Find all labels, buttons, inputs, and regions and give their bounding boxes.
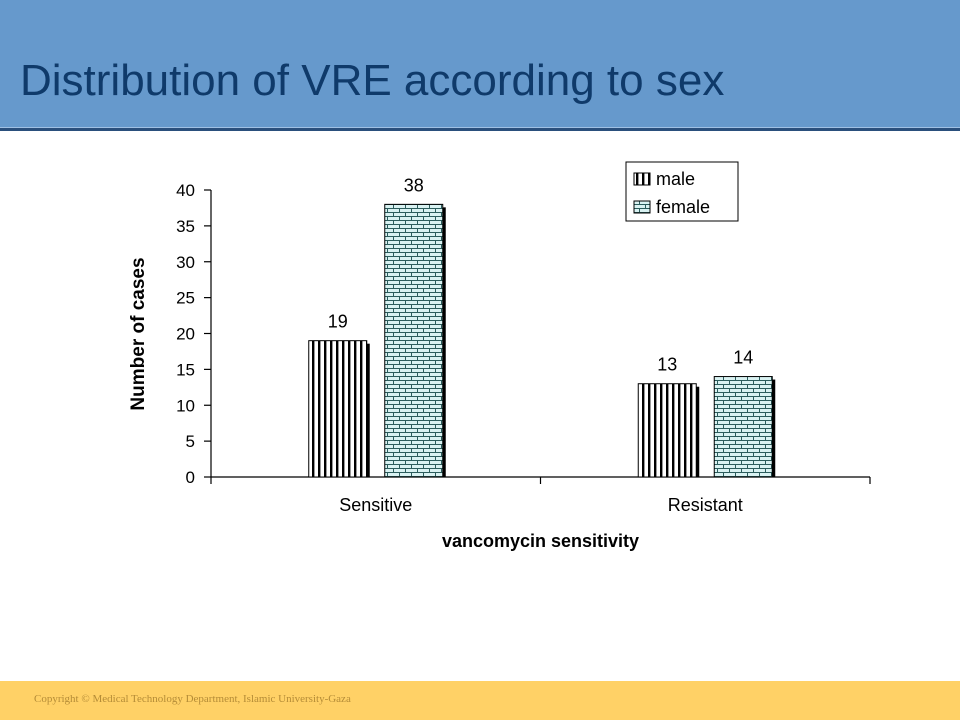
x-tick-label: Sensitive bbox=[339, 495, 412, 515]
copyright-text: Copyright © Medical Technology Departmen… bbox=[34, 693, 351, 705]
y-tick-label: 20 bbox=[176, 325, 195, 344]
header-divider bbox=[0, 127, 960, 128]
x-axis-title: vancomycin sensitivity bbox=[442, 531, 639, 551]
data-label: 14 bbox=[733, 348, 753, 368]
y-axis-title: Number of cases bbox=[128, 257, 149, 410]
slide-footer: Copyright © Medical Technology Departmen… bbox=[0, 681, 960, 720]
bar-female-resistant bbox=[713, 376, 773, 478]
data-label: 19 bbox=[328, 312, 348, 332]
slide-title: Distribution of VRE according to sex bbox=[20, 56, 725, 105]
y-tick-label: 5 bbox=[186, 432, 195, 451]
data-label: 38 bbox=[404, 175, 424, 195]
legend-label: male bbox=[656, 169, 695, 189]
slide-header: Distribution of VRE according to sex bbox=[0, 0, 960, 131]
legend-swatch-female bbox=[633, 200, 651, 214]
y-tick-label: 30 bbox=[176, 253, 195, 272]
y-tick-label: 15 bbox=[176, 360, 195, 379]
bar-female-sensitive bbox=[384, 203, 444, 478]
bar-male-resistant bbox=[637, 383, 697, 478]
y-tick-label: 10 bbox=[176, 396, 195, 415]
legend-swatch-male bbox=[633, 172, 651, 186]
x-tick-label: Resistant bbox=[668, 495, 743, 515]
legend-label: female bbox=[656, 197, 710, 217]
y-tick-label: 25 bbox=[176, 289, 195, 308]
bar-male-sensitive bbox=[308, 340, 368, 478]
y-tick-label: 0 bbox=[186, 468, 195, 487]
y-tick-label: 40 bbox=[176, 181, 195, 200]
data-label: 13 bbox=[657, 355, 677, 375]
y-tick-label: 35 bbox=[176, 217, 195, 236]
